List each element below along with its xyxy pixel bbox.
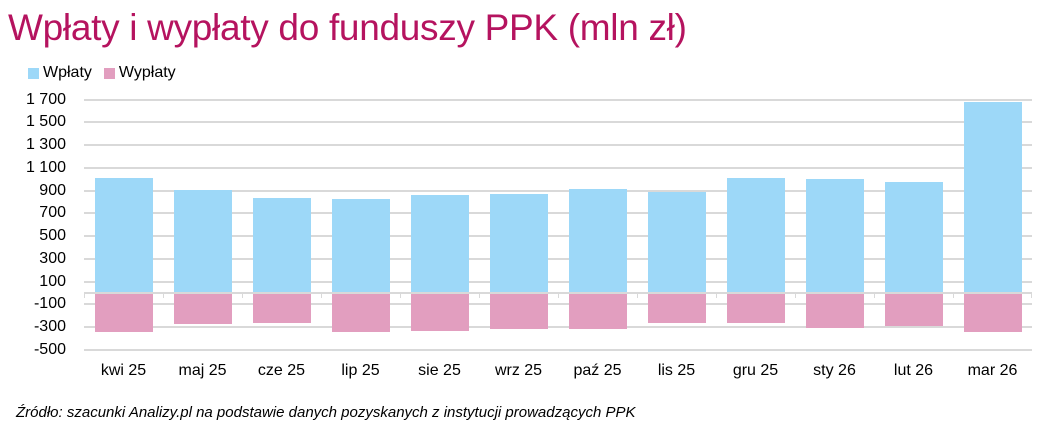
bar-wyplaty: [252, 294, 311, 323]
y-tick-label: -300: [33, 318, 66, 336]
legend-label: Wpłaty: [43, 64, 92, 81]
gridline: [84, 144, 1032, 147]
x-tick: [400, 293, 401, 298]
y-tick-label: 300: [39, 249, 66, 267]
gridline: [84, 326, 1032, 329]
bar-wplaty: [568, 188, 627, 292]
x-tick-label: cze 25: [257, 362, 306, 379]
x-tick-label: sie 25: [418, 362, 461, 379]
x-tick-label: mar 26: [967, 362, 1018, 379]
gridline: [84, 98, 1032, 101]
bar-wyplaty: [489, 294, 548, 329]
legend-item-wyplaty: Wypłaty: [103, 64, 176, 82]
y-tick-label: -500: [33, 340, 66, 358]
legend-item-wplaty: Wpłaty: [28, 64, 92, 82]
x-tick-label: paź 25: [573, 362, 622, 379]
y-tick-label: 1 500: [25, 113, 66, 131]
y-tick-label: 1 300: [25, 136, 66, 154]
bar-wplaty: [726, 178, 785, 292]
x-tick: [637, 293, 638, 298]
bar-wplaty: [647, 191, 706, 292]
gridline: [84, 189, 1032, 192]
x-tick: [321, 293, 322, 298]
bar-wplaty: [884, 182, 943, 292]
chart-title: Wpłaty i wypłaty do funduszy PPK (mln zł…: [8, 7, 687, 48]
bar-wyplaty: [410, 294, 469, 331]
x-tick-label: kwi 25: [100, 362, 147, 379]
x-tick: [84, 293, 85, 298]
bar-wyplaty: [568, 294, 627, 329]
bar-wplaty: [331, 199, 390, 292]
x-tick: [795, 293, 796, 298]
gridline: [84, 348, 1032, 351]
bar-wyplaty: [173, 294, 232, 324]
y-tick-label: 1 700: [25, 90, 66, 108]
gridline: [84, 235, 1032, 238]
bar-wplaty: [805, 179, 864, 292]
x-tick: [242, 293, 243, 298]
legend-label: Wypłaty: [118, 64, 176, 81]
bar-wplaty: [94, 178, 153, 292]
y-tick-label: 700: [39, 204, 66, 222]
y-tick-label: 900: [39, 181, 66, 199]
x-tick: [479, 293, 480, 298]
bar-wplaty: [489, 194, 548, 292]
bar-wplaty: [963, 101, 1022, 292]
x-tick-label: lip 25: [341, 362, 380, 379]
bar-wplaty: [173, 190, 232, 292]
gridline: [84, 303, 1032, 306]
legend-swatch-wyplaty: [103, 67, 115, 79]
bar-wyplaty: [331, 294, 390, 332]
y-tick-label: 1 100: [25, 158, 66, 176]
gridline: [84, 166, 1032, 169]
bar-wyplaty: [94, 294, 153, 333]
gridline: [84, 212, 1032, 215]
x-tick: [163, 293, 164, 298]
y-tick-label: -100: [33, 295, 66, 313]
x-tick: [953, 293, 954, 298]
bar-wplaty: [252, 198, 311, 292]
bar-wyplaty: [647, 294, 706, 323]
x-tick-label: wrz 25: [494, 362, 543, 379]
source-note: Źródło: szacunki Analizy.pl na podstawie…: [16, 404, 636, 421]
gridline: [84, 280, 1032, 283]
y-tick-label: 100: [39, 272, 66, 290]
x-tick-label: maj 25: [178, 362, 227, 379]
legend-swatch-wplaty: [28, 67, 39, 79]
bar-wyplaty: [963, 294, 1022, 333]
x-tick: [716, 293, 717, 298]
x-tick: [874, 293, 875, 298]
gridline: [84, 121, 1032, 124]
bar-wyplaty: [805, 294, 864, 328]
gridline: [84, 257, 1032, 260]
bar-wplaty: [410, 195, 469, 292]
bar-wyplaty: [726, 294, 785, 323]
x-tick-label: sty 26: [813, 362, 856, 379]
x-tick-label: lis 25: [657, 362, 696, 379]
x-tick-label: gru 25: [732, 362, 779, 379]
x-tick: [1031, 293, 1032, 298]
legend: Wpłaty Wypłaty: [28, 64, 176, 82]
x-tick: [558, 293, 559, 298]
y-tick-label: 500: [39, 227, 66, 245]
x-tick-label: lut 26: [893, 362, 934, 379]
bar-wyplaty: [884, 294, 943, 326]
